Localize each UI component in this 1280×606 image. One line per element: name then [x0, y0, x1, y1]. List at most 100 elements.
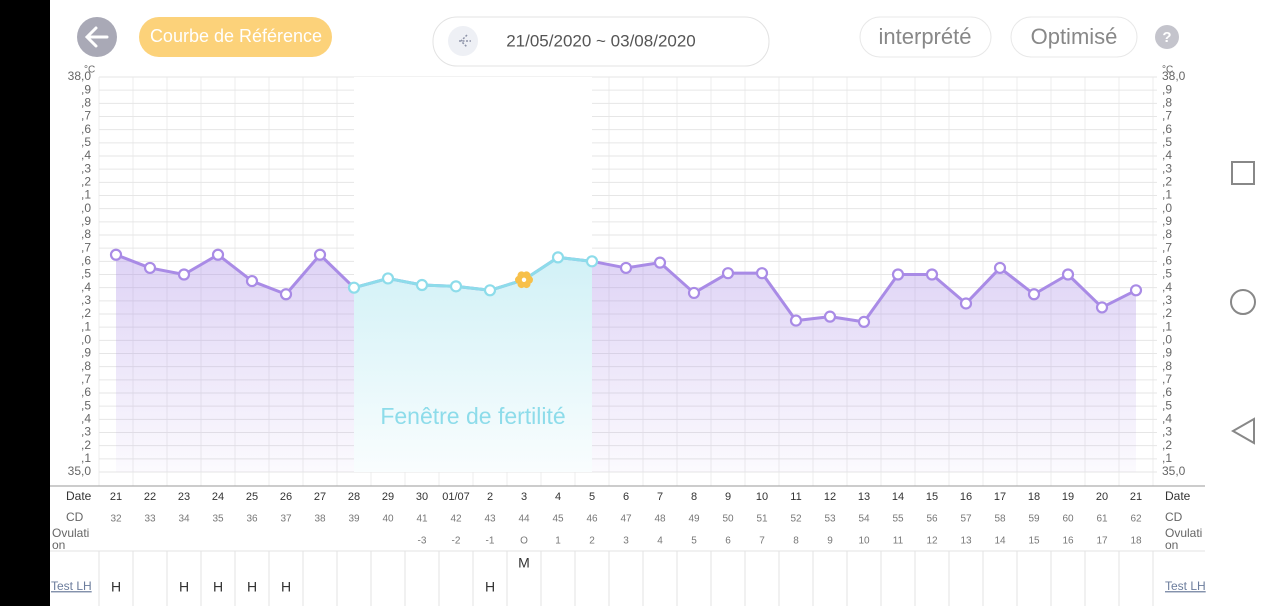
fertile-fill	[354, 257, 592, 472]
y-tick-label: ,1	[81, 188, 91, 202]
y-tick-label: ,1	[1162, 188, 1172, 202]
date-range[interactable]: 21/05/2020 ~ 03/08/2020	[506, 31, 696, 50]
date-pill[interactable]	[432, 16, 770, 67]
lh-test: M	[518, 555, 530, 571]
y-tick-label: ,8	[1162, 96, 1172, 110]
point	[1129, 284, 1143, 297]
y-tick-label: ,9	[81, 82, 91, 96]
point	[959, 297, 973, 310]
y-tick-label: ,5	[81, 267, 91, 281]
nav-recent[interactable]	[1231, 161, 1255, 185]
y-tick-label: ,7	[81, 109, 91, 123]
tab[interactable]: interprété	[879, 24, 972, 49]
y-tick-label: ,7	[1162, 372, 1172, 386]
point	[585, 255, 599, 268]
ovulation-day: O	[520, 536, 528, 547]
y-tick-label: ,9	[1162, 346, 1172, 360]
x-tick-label: 18	[1028, 491, 1040, 503]
x-tick-label: 14	[892, 491, 904, 503]
x-tick-label: 11	[790, 491, 801, 503]
unit: °C	[84, 65, 95, 76]
y-tick-label: ,5	[81, 398, 91, 412]
y-tick-label: 35,0	[68, 464, 92, 478]
y-tick-label: 35,0	[1162, 464, 1186, 478]
cycle-day: 47	[620, 514, 632, 525]
y-tick-label: ,2	[1162, 438, 1172, 452]
y-tick-label: ,4	[81, 280, 91, 294]
x-tick-label: 12	[824, 491, 836, 503]
point	[279, 288, 293, 301]
row-label: Ovulation	[1165, 526, 1203, 552]
y-tick-label: ,2	[81, 175, 91, 189]
x-tick-label: 29	[382, 491, 394, 503]
reference-button[interactable]: Courbe de Référence	[150, 26, 322, 46]
cycle-day: 62	[1130, 514, 1142, 525]
x-tick-label: 7	[657, 491, 663, 503]
cycle-day: 59	[1028, 514, 1040, 525]
tab-pill[interactable]	[859, 16, 992, 58]
y-tick-label: ,9	[1162, 82, 1172, 96]
unit: °C	[1162, 65, 1173, 76]
back-arrow[interactable]	[84, 26, 109, 48]
tab[interactable]: Optimisé	[1031, 24, 1118, 49]
ovulation-day: 4	[657, 536, 663, 547]
cycle-day: 35	[212, 514, 224, 525]
x-tick-label: 25	[246, 491, 258, 503]
reference-pill[interactable]	[139, 17, 332, 57]
x-tick-label: 26	[280, 491, 292, 503]
ovulation-day: 11	[893, 536, 904, 547]
nav-back[interactable]	[1230, 417, 1255, 445]
y-tick-label: ,1	[81, 319, 91, 333]
point	[687, 286, 701, 300]
point	[211, 248, 225, 261]
y-tick-label: ,4	[1162, 280, 1172, 294]
lh-link[interactable]: Test LH	[51, 579, 92, 593]
ovulation-day: 18	[1130, 536, 1142, 547]
ovulation-day: 2	[589, 536, 595, 547]
lh-link[interactable]: Test LH	[1165, 579, 1206, 593]
ovulation-point	[515, 271, 533, 289]
x-tick-label: 4	[555, 491, 561, 503]
lh-test: H	[179, 579, 189, 595]
ovulation-day: -2	[452, 536, 461, 547]
x-tick-label: 17	[994, 491, 1006, 503]
chart: 38,0 38,0,9,9,8,8,7,7,6,6,5,5,4,4,3,3,2,2…	[50, 65, 1206, 606]
ovulation-day: 13	[960, 536, 972, 547]
row-label: Ovulation	[52, 526, 90, 552]
x-tick-label: 16	[960, 491, 972, 503]
help-circle[interactable]	[1155, 25, 1179, 49]
point	[313, 248, 327, 261]
point	[925, 268, 939, 281]
ovulation-day: 15	[1028, 536, 1040, 547]
back-button[interactable]	[77, 17, 117, 57]
y-tick-label: ,1	[81, 451, 91, 465]
cycle-day: 38	[314, 514, 326, 525]
y-tick-label: ,4	[1162, 148, 1172, 162]
fertile-label: Fenêtre de fertilité	[380, 403, 565, 429]
point	[891, 268, 905, 281]
nav-home[interactable]	[1230, 289, 1256, 315]
y-tick-label: ,4	[81, 148, 91, 162]
x-tick-label: 20	[1096, 491, 1108, 503]
y-tick-label: ,8	[81, 227, 91, 241]
y-tick-label: ,5	[81, 135, 91, 149]
y-tick-label: ,7	[1162, 240, 1172, 254]
x-tick-label: 10	[756, 491, 768, 503]
y-tick-label: ,2	[81, 306, 91, 320]
cycle-day: 54	[858, 514, 870, 525]
y-tick-label: ,5	[1162, 398, 1172, 412]
cycle-day: 43	[484, 514, 496, 525]
point	[755, 267, 769, 280]
ovulation-day: 10	[858, 536, 870, 547]
ovulation-day: -1	[486, 536, 495, 547]
y-tick-label: ,6	[1162, 385, 1172, 399]
cycle-day: 37	[280, 514, 292, 525]
row-label: Date	[1165, 489, 1191, 503]
ovulation-day: 14	[994, 536, 1006, 547]
y-tick-label: ,3	[81, 161, 91, 175]
tab-pill[interactable]	[1010, 16, 1138, 58]
ovulation-day: 5	[691, 536, 697, 547]
lh-test: H	[111, 579, 121, 595]
help[interactable]: ?	[1162, 29, 1171, 46]
